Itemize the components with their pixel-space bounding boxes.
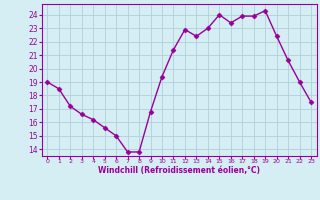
X-axis label: Windchill (Refroidissement éolien,°C): Windchill (Refroidissement éolien,°C) xyxy=(98,166,260,175)
